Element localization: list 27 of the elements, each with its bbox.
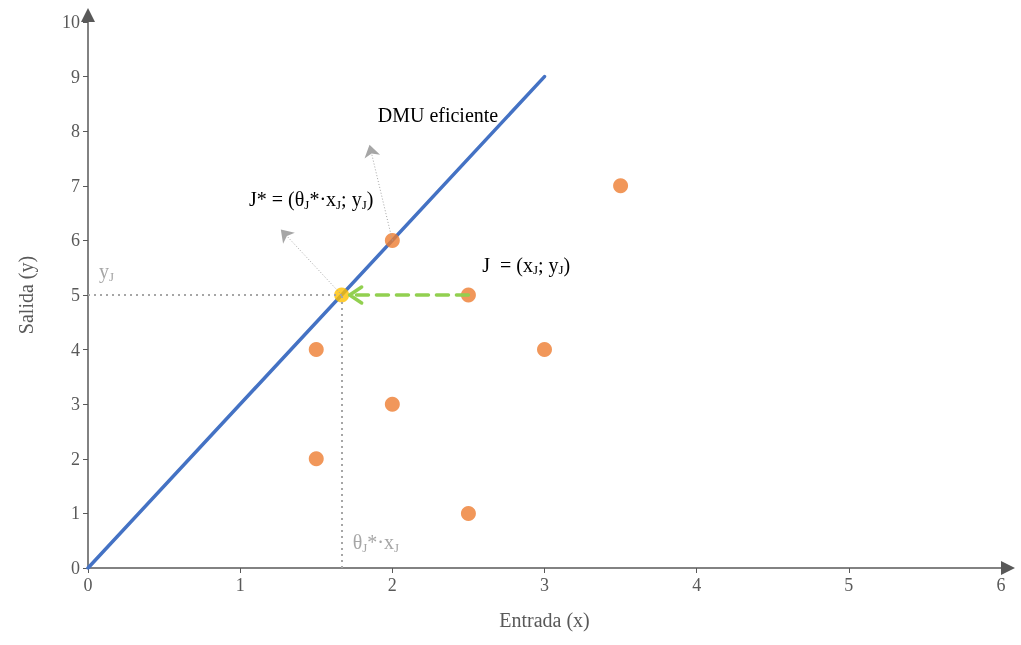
x-axis-title: Entrada (x) (499, 609, 590, 632)
x-tick-label: 6 (996, 575, 1006, 595)
x-tick-label: 1 (235, 575, 245, 595)
x-tick-label: 3 (540, 575, 549, 595)
y-axis-title: Salida (y) (15, 255, 38, 335)
x-tick-label: 4 (692, 575, 702, 595)
y-tick-label: 4 (71, 339, 80, 360)
point (308, 342, 324, 358)
y-tick-label: 8 (71, 121, 80, 142)
y-tick-label: 7 (71, 175, 80, 196)
annotation: DMU eficiente (377, 103, 499, 126)
point (308, 451, 324, 467)
y-tick-label: 2 (71, 448, 80, 469)
y-tick-label: 5 (71, 285, 80, 305)
y-tick-label: 9 (71, 66, 80, 87)
y-tick-label: 3 (71, 394, 80, 415)
point (537, 342, 552, 358)
x-tick-label: 5 (844, 575, 854, 595)
point (384, 232, 400, 248)
y-tick-label: 10 (62, 12, 80, 32)
y-tick-label: 0 (71, 558, 80, 578)
x-tick-label: 2 (387, 575, 397, 595)
y-tick-label: 1 (71, 503, 80, 524)
point (384, 396, 400, 412)
y-tick-label: 6 (71, 230, 80, 251)
point (613, 178, 629, 194)
point (460, 505, 476, 521)
